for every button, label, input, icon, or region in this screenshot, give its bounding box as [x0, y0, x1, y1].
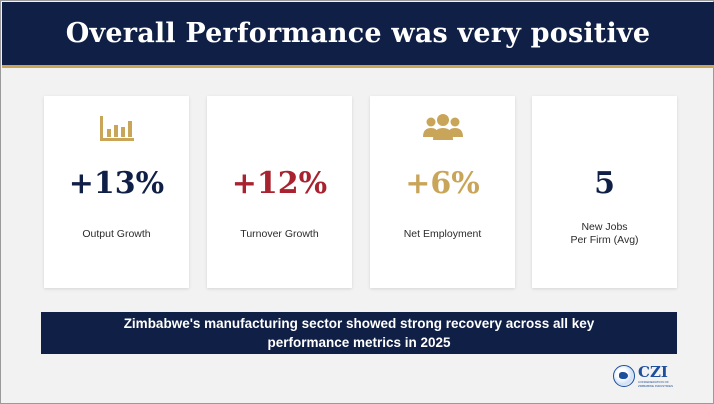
output-growth-value: +13%: [68, 166, 165, 201]
summary-banner-line2: performance metrics in 2025: [267, 335, 451, 350]
net-employment-label: Net Employment: [403, 228, 482, 240]
new-jobs-label-line2: Per Firm (Avg): [570, 234, 639, 246]
title-bar: Overall Performance was very positive: [2, 2, 714, 68]
new-jobs-value: 5: [594, 166, 615, 201]
logo-tagline: CONFEDERATION OF ZIMBABWE INDUSTRIES: [638, 379, 674, 388]
output-growth-label: Output Growth: [82, 228, 151, 240]
turnover-growth-label: Turnover Growth: [240, 228, 319, 240]
new-jobs-label: New Jobs Per Firm (Avg): [532, 221, 677, 247]
card-net-employment: +6% Net Employment: [370, 96, 515, 288]
new-jobs-label-line1: New Jobs: [581, 221, 628, 233]
logo-text: CZI: [638, 362, 668, 381]
turnover-growth-value: +12%: [231, 166, 328, 201]
card-new-jobs: 5 New Jobs Per Firm (Avg): [532, 96, 677, 288]
summary-banner-line1: Zimbabwe's manufacturing sector showed s…: [123, 316, 595, 331]
summary-banner: Zimbabwe's manufacturing sector showed s…: [41, 312, 677, 354]
net-employment-value: +6%: [405, 166, 480, 201]
bar-chart-icon: [44, 113, 189, 145]
people-group-icon: [370, 113, 515, 145]
slide-title: Overall Performance was very positive: [65, 18, 651, 49]
globe-icon: [613, 365, 635, 387]
card-output-growth: +13% Output Growth: [44, 96, 189, 288]
czi-logo: CZI CONFEDERATION OF ZIMBABWE INDUSTRIES: [613, 362, 683, 390]
card-turnover-growth: +12% Turnover Growth: [207, 96, 352, 288]
